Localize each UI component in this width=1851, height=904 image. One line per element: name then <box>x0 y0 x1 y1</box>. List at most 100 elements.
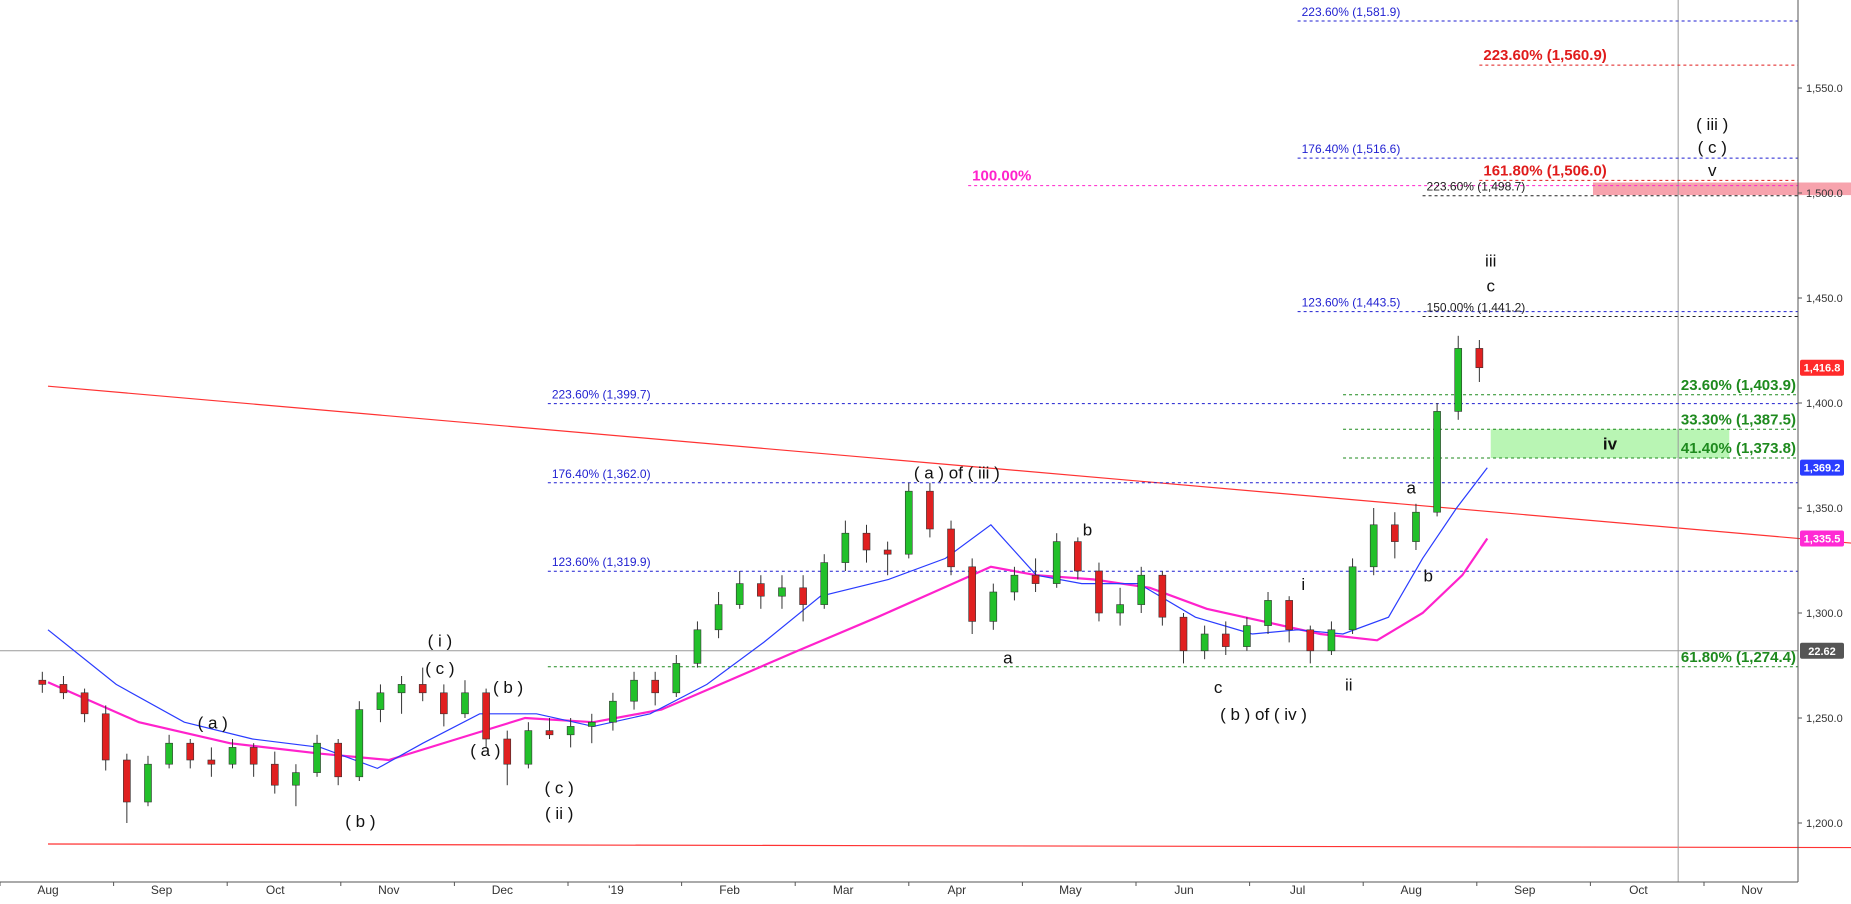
candle-body <box>101 713 110 761</box>
wave-label: ( iii ) <box>1696 115 1728 134</box>
wave-label: v <box>1708 161 1717 180</box>
candle-body <box>1306 629 1315 652</box>
y-tick-label: 1,450.0 <box>1806 293 1843 305</box>
wave-label: ( a ) <box>470 741 500 760</box>
candle-body <box>80 692 89 715</box>
candle-body <box>651 679 659 694</box>
candle-body <box>524 730 533 765</box>
x-tick-label: Aug <box>1401 883 1422 897</box>
x-tick-label: Dec <box>492 883 513 897</box>
candle-body <box>1475 348 1484 369</box>
label-layer: ( a ) ( b ) ( i ) ( c ) ( b ) ( a ) ( c ) ( ii … <box>198 115 1729 831</box>
y-tick-label: 1,550.0 <box>1806 83 1843 95</box>
fib-level-label: 61.80% (1,274.4) <box>1681 649 1796 666</box>
trendline <box>47 843 1851 849</box>
candle-body <box>1454 348 1463 412</box>
fib-level-label: 150.00% (1,441.2) <box>1427 300 1526 314</box>
candle-body <box>883 549 892 555</box>
candle-body <box>609 700 617 723</box>
candle-body <box>482 692 490 740</box>
candle-body <box>735 583 744 605</box>
candle-body <box>947 528 955 568</box>
candle-body <box>461 692 469 715</box>
wave-label: ( c ) <box>545 779 574 798</box>
wave-label: ( b ) <box>493 678 523 697</box>
x-tick-label: Nov <box>378 883 399 897</box>
candle-body <box>1031 574 1040 584</box>
wave-label: a <box>1003 648 1013 667</box>
candle-body <box>587 721 596 727</box>
x-tick-label: Jul <box>1290 883 1305 897</box>
candle-body <box>228 747 237 765</box>
candle-body <box>397 684 406 694</box>
x-tick-label: Feb <box>719 883 740 897</box>
candle-body <box>904 490 913 555</box>
candle-body <box>144 763 152 803</box>
x-tick-label: Nov <box>1741 883 1762 897</box>
x-tick-label: May <box>1059 883 1082 897</box>
y-tick-label: 1,350.0 <box>1806 503 1843 515</box>
wave-label: ( b ) <box>345 812 375 831</box>
candle-layer <box>38 335 1484 823</box>
candle-body <box>186 742 195 761</box>
candle-body <box>1200 633 1209 652</box>
candle-body <box>1348 566 1357 631</box>
price-badge-label: 1,335.5 <box>1804 533 1841 545</box>
zone-label: iv <box>1603 435 1618 454</box>
wave-label: ( a ) of ( iii ) <box>914 464 1000 483</box>
candle-body <box>989 591 998 622</box>
y-tick-label: 1,500.0 <box>1806 188 1843 200</box>
candle-body <box>926 490 934 530</box>
wave-label: iii <box>1485 252 1496 271</box>
fib-level-label: 33.30% (1,387.5) <box>1681 411 1796 428</box>
fib-level-label: 223.60% (1,399.7) <box>552 388 651 402</box>
wave-label: i <box>1301 575 1305 594</box>
candle-body <box>355 709 364 778</box>
candle-body <box>714 604 723 631</box>
candle-body <box>1137 574 1146 605</box>
candle-body <box>1412 511 1420 542</box>
fib-level-label: 41.40% (1,373.8) <box>1681 440 1796 457</box>
candle-body <box>292 772 300 786</box>
candle-body <box>968 566 976 622</box>
wave-label: ii <box>1345 676 1353 695</box>
candle-body <box>862 532 871 551</box>
candle-body <box>799 587 807 605</box>
candle-body <box>1285 600 1293 631</box>
candle-body <box>59 684 68 694</box>
candle-body <box>1158 574 1167 618</box>
candle-body <box>1010 574 1019 593</box>
fib-level-label: 223.60% (1,581.9) <box>1302 5 1401 19</box>
x-tick-label: Oct <box>266 883 285 897</box>
candle-body <box>207 759 216 765</box>
wave-label: ( c ) <box>425 659 454 678</box>
fib-level-label: 176.40% (1,362.0) <box>552 467 651 481</box>
candle-body <box>123 759 131 803</box>
x-tick-label: Mar <box>833 883 854 897</box>
candle-body <box>566 726 575 736</box>
fib-level-label: 23.60% (1,403.9) <box>1681 377 1796 394</box>
wave-label: ( ii ) <box>545 804 573 823</box>
candle-body <box>1327 629 1336 652</box>
y-tick-label: 1,200.0 <box>1806 818 1843 830</box>
candle-body <box>841 532 850 563</box>
x-tick-label: '19 <box>608 883 624 897</box>
price-badge-label: 1,369.2 <box>1804 463 1841 475</box>
price-badge <box>1800 459 1844 476</box>
line-layer: 223.60% (1,581.9) 223.60% (1,560.9) 176.40… <box>0 0 1851 882</box>
y-tick-label: 1,250.0 <box>1806 713 1843 725</box>
zone-box <box>1490 429 1730 459</box>
candle-body <box>820 562 829 605</box>
candle-body <box>545 730 554 736</box>
fib-level-label: 100.00% <box>972 168 1031 185</box>
x-tick-label: Sep <box>1514 883 1536 897</box>
candle-body <box>1221 633 1230 647</box>
candle-body <box>1264 600 1272 626</box>
candle-body <box>1116 604 1124 614</box>
y-tick-label: 1,300.0 <box>1806 608 1843 620</box>
wave-label: ( i ) <box>428 632 453 651</box>
price-badge <box>1800 359 1844 376</box>
x-tick-label: Apr <box>947 883 966 897</box>
